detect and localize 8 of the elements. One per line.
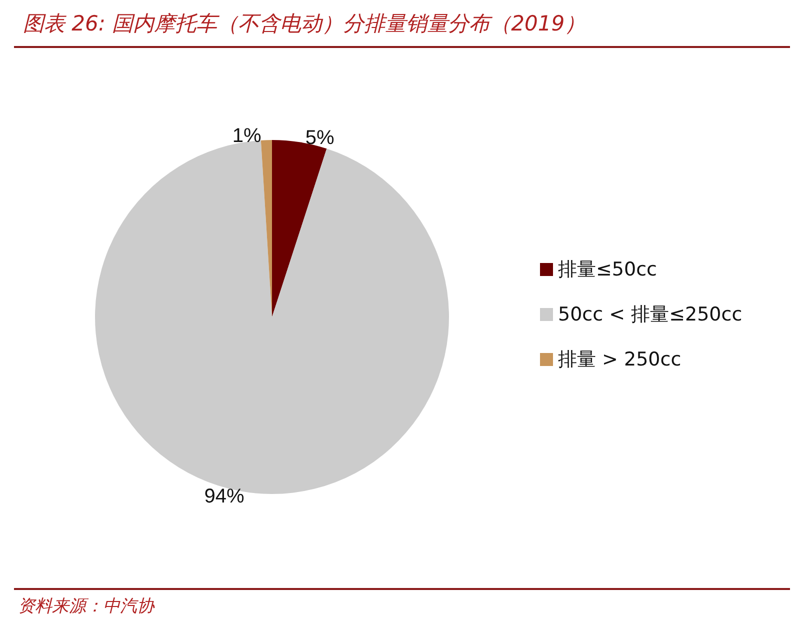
text: 资料来源：中汽协: [18, 596, 155, 616]
data-label: 1%: [232, 125, 262, 148]
data-label: 5%: [305, 127, 334, 150]
legend-label: 50cc < 排量≤250cc: [558, 304, 742, 326]
data-label: 94%: [204, 486, 245, 508]
legend-label: 排量≤50cc: [558, 258, 657, 280]
chart-title: 图表 26: 国内摩托车（不含电动）分排量销量分布（2019）: [23, 12, 586, 36]
legend-label: 排量 > 250cc: [558, 348, 682, 370]
